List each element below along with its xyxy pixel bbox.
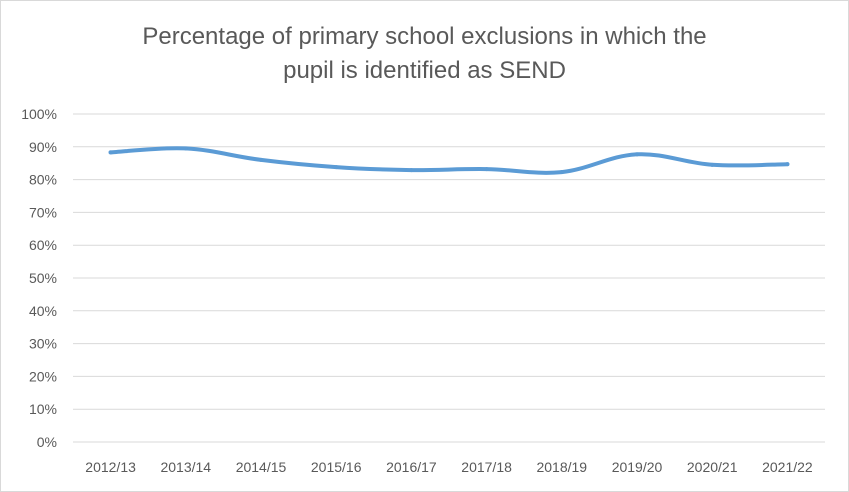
gridlines — [73, 113, 825, 443]
y-tick-label: 70% — [29, 204, 57, 220]
series-line-0 — [108, 146, 790, 175]
x-tick-label: 2020/21 — [687, 459, 738, 475]
x-tick-label: 2019/20 — [612, 459, 663, 475]
y-tick-label: 40% — [29, 303, 57, 319]
data-point-2013-14 — [183, 146, 188, 151]
data-point-2017-18 — [484, 167, 489, 172]
x-tick-label: 2021/22 — [762, 459, 813, 475]
y-tick-label: 20% — [29, 368, 57, 384]
data-point-2020-21 — [710, 162, 715, 167]
x-tick-label: 2016/17 — [386, 459, 437, 475]
y-tick-label: 50% — [29, 270, 57, 286]
x-tick-label: 2012/13 — [85, 459, 136, 475]
data-point-2016-17 — [409, 168, 414, 173]
x-axis-tick-labels: 2012/13 2013/14 2014/15 2015/16 2016/17 2017/… — [85, 459, 813, 475]
y-tick-label: 100% — [21, 106, 57, 122]
x-tick-label: 2015/16 — [311, 459, 362, 475]
data-point-2019-20 — [635, 152, 639, 157]
chart-title: Percentage of primary school exclusions … — [142, 23, 707, 84]
y-tick-label: 0% — [37, 434, 57, 450]
x-tick-label: 2014/15 — [236, 459, 287, 475]
data-point-2012-13 — [108, 150, 113, 155]
data-point-2021-22 — [785, 162, 790, 167]
series-layer — [108, 146, 790, 175]
x-tick-label: 2018/19 — [536, 459, 587, 475]
x-tick-label: 2017/18 — [461, 459, 512, 475]
data-point-2014-15 — [259, 157, 263, 162]
y-axis-tick-labels: 0% 10% 20% 30% 40% 50% 60% 70% 80% 90% 100% — [21, 106, 57, 450]
y-tick-label: 60% — [29, 237, 57, 253]
x-tick-label: 2013/14 — [160, 459, 211, 475]
y-tick-label: 80% — [29, 172, 57, 188]
y-tick-label: 90% — [29, 139, 57, 155]
y-tick-label: 30% — [29, 336, 57, 352]
y-tick-label: 10% — [29, 401, 57, 417]
data-point-2015-16 — [334, 165, 339, 170]
data-point-2018-19 — [559, 170, 564, 175]
